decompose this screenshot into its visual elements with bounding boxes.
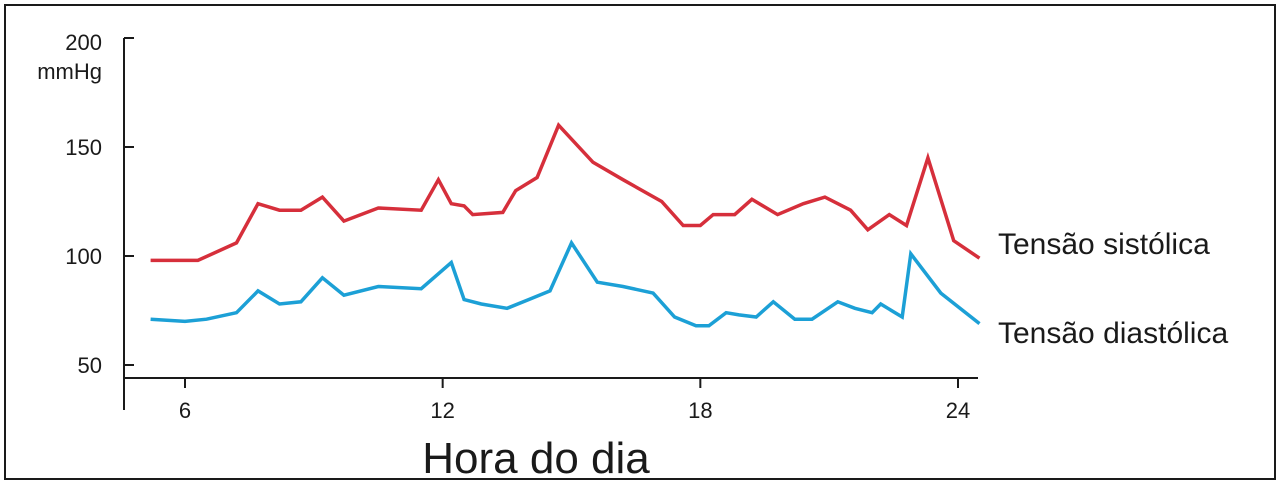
x-ticks-group: 6 12 18 24: [179, 378, 970, 423]
series-label-diastolic: Tensão diastólica: [998, 317, 1228, 350]
x-tick-label: 18: [688, 398, 712, 423]
y-ticks-group: 50 100 150: [65, 37, 134, 378]
y-tick-label: 100: [65, 244, 102, 269]
x-tick-label: 12: [430, 398, 454, 423]
y-axis-unit-label: mmHg: [37, 59, 102, 84]
series-label-systolic: Tensão sistólica: [998, 228, 1210, 261]
y-tick-label: 150: [65, 135, 102, 160]
x-tick-label: 24: [946, 398, 970, 423]
x-tick-label: 6: [179, 398, 191, 423]
y-axis-top-tick-label: 200: [65, 30, 102, 55]
x-axis-title: Hora do dia: [422, 434, 650, 483]
diastolic-line: [150, 239, 981, 328]
series-lines-group: [150, 122, 981, 328]
chart-frame: [4, 4, 1276, 480]
y-tick-label: 50: [78, 353, 102, 378]
systolic-line: [150, 122, 981, 263]
